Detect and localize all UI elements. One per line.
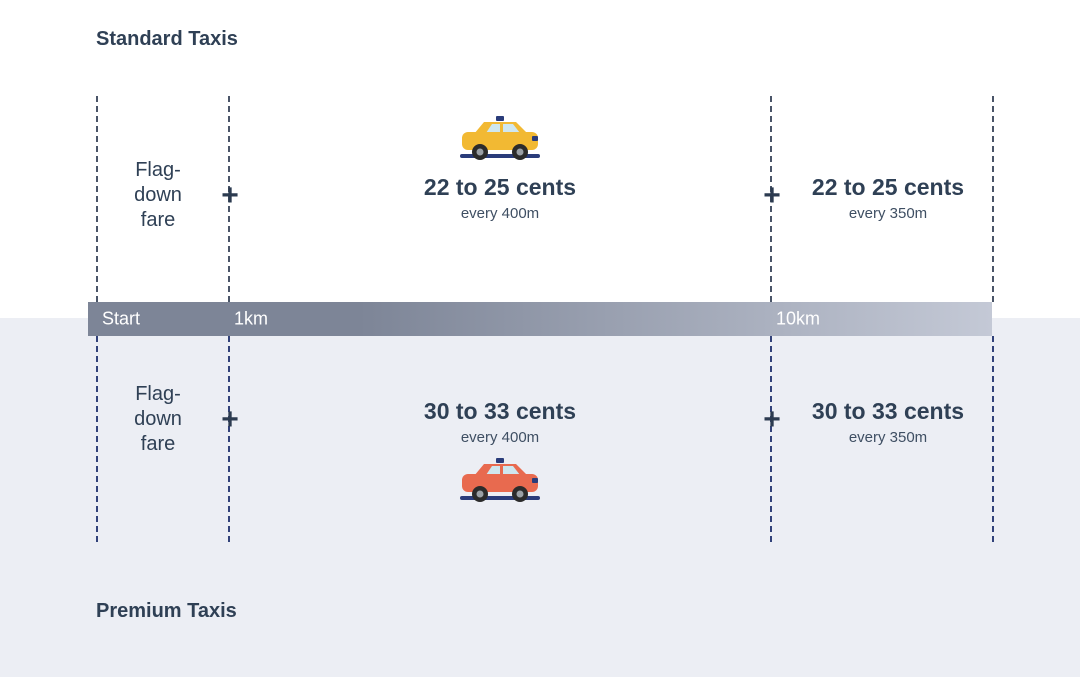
rate-value: 22 to 25 cents xyxy=(778,174,998,201)
bar-label-1km: 1km xyxy=(234,309,268,330)
taxi-icon-premium xyxy=(454,452,546,507)
premium-rate-over-10km: 30 to 33 cents every 350m xyxy=(778,398,998,446)
standard-rate-over-10km: 22 to 25 cents every 350m xyxy=(778,174,998,222)
flag-line: fare xyxy=(113,208,203,233)
rate-interval: every 400m xyxy=(390,429,610,446)
dash-10km-bottom xyxy=(770,336,772,542)
dash-start-top xyxy=(96,96,98,302)
title-premium: Premium Taxis xyxy=(96,600,237,623)
rate-value: 30 to 33 cents xyxy=(778,398,998,425)
premium-rate-1-10km: 30 to 33 cents every 400m xyxy=(390,398,610,446)
taxi-icon-standard xyxy=(454,110,546,165)
rate-value: 22 to 25 cents xyxy=(390,174,610,201)
rate-value: 30 to 33 cents xyxy=(390,398,610,425)
flag-line: down xyxy=(113,407,203,432)
plus-icon: + xyxy=(221,403,239,437)
dash-start-bottom xyxy=(96,336,98,542)
flag-line: Flag- xyxy=(113,382,203,407)
rate-interval: every 350m xyxy=(778,205,998,222)
flag-line: Flag- xyxy=(113,158,203,183)
dash-1km-bottom xyxy=(228,336,230,542)
rate-interval: every 350m xyxy=(778,429,998,446)
flag-line: fare xyxy=(113,432,203,457)
bar-label-10km: 10km xyxy=(776,309,820,330)
flag-down-fare-premium: Flag- down fare xyxy=(113,382,203,457)
title-standard: Standard Taxis xyxy=(96,28,238,51)
taxi-fare-diagram: { "layout": { "lower_bg": { "top": 318, … xyxy=(0,0,1080,677)
flag-down-fare-standard: Flag- down fare xyxy=(113,158,203,233)
plus-icon: + xyxy=(221,179,239,213)
distance-bar: Start 1km 10km xyxy=(88,302,992,336)
flag-line: down xyxy=(113,183,203,208)
rate-interval: every 400m xyxy=(390,205,610,222)
standard-rate-1-10km: 22 to 25 cents every 400m xyxy=(390,174,610,222)
bar-label-start: Start xyxy=(102,309,140,330)
